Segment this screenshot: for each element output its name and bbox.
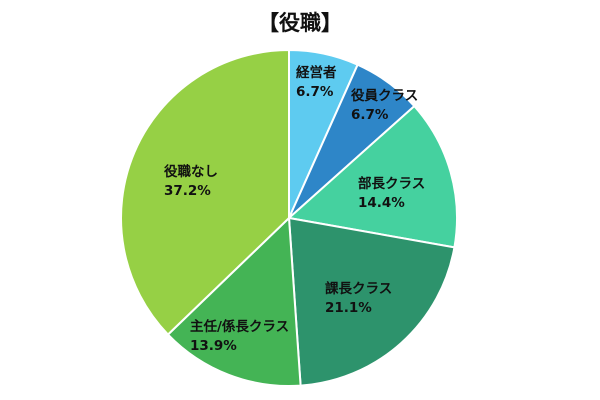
- pie-slice: [287, 216, 456, 387]
- slice-value-label: 13.9%: [190, 338, 237, 354]
- pie-slices: [120, 48, 458, 387]
- chart-title: 【役職】: [258, 11, 342, 35]
- slice-category-label: 役員クラス: [351, 87, 418, 104]
- slice-value-label: 6.7%: [296, 84, 334, 100]
- slice-value-label: 37.2%: [164, 183, 211, 199]
- pie-slice: [120, 48, 290, 336]
- pie-labels: 経営者 6.7% 役員クラス 6.7% 部長クラス 14.4% 課長クラス 21.1% 主任/係…: [164, 64, 425, 354]
- slice-category-label: 役職なし: [164, 163, 218, 180]
- slice-value-label: 14.4%: [358, 195, 405, 211]
- slice-category-label: 部長クラス: [358, 175, 425, 192]
- slice-value-label: 21.1%: [325, 300, 372, 316]
- slice-category-label: 主任/係長クラス: [190, 318, 289, 335]
- slice-value-label: 6.7%: [351, 107, 389, 123]
- slice-category-label: 課長クラス: [325, 280, 392, 297]
- slice-category-label: 経営者: [296, 64, 337, 81]
- pie-slice: [166, 215, 302, 387]
- pie-slice: [286, 104, 458, 249]
